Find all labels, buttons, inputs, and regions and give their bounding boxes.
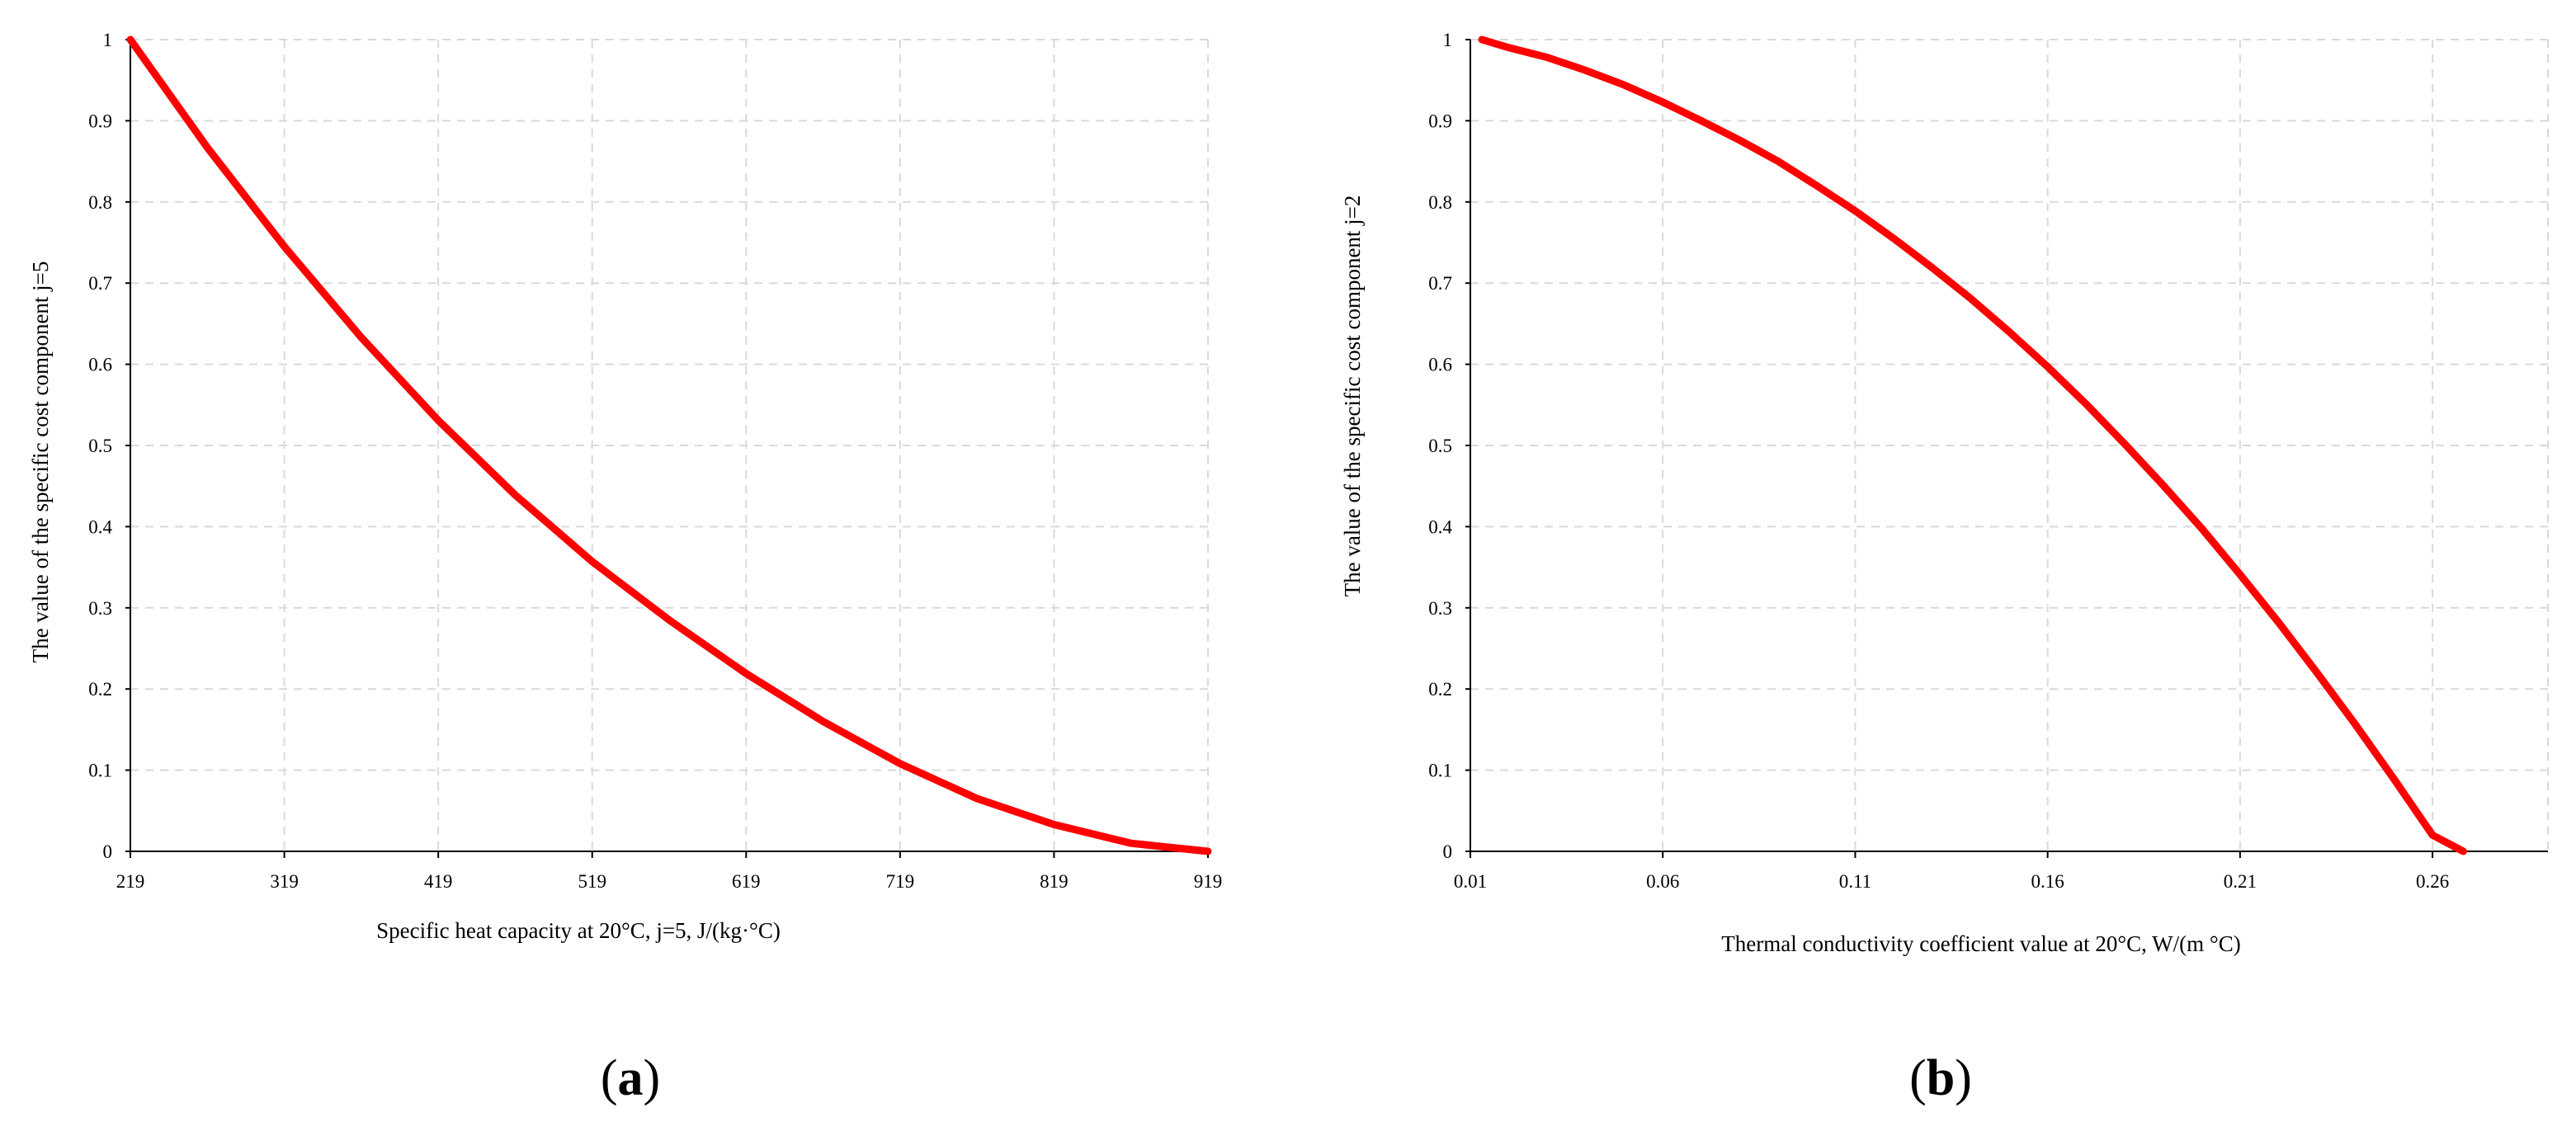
y-tick-label: 0.3 [88, 598, 112, 619]
chart-panel-b: 0 0.1 0.2 0.3 0.4 0.5 0.6 0.7 0.8 0.9 1 0.01 0.06 0.1… [1340, 30, 2549, 1106]
panel-label-letter: a [618, 1050, 644, 1106]
panel-label-open: ( [601, 1050, 618, 1106]
x-tick-label: 0.26 [2416, 871, 2449, 892]
x-axis-label: Thermal conductivity coefficient value a… [1721, 931, 2240, 956]
chart-panel-a: 0 0.1 0.2 0.3 0.4 0.5 0.6 0.7 0.8 0.9 1 219 319 419 51… [28, 30, 1222, 1106]
y-tick-label: 0.1 [88, 761, 112, 781]
panel-label: (a) [601, 1050, 660, 1106]
x-tick-label: 0.11 [1839, 871, 1871, 892]
y-tick-label: 0.1 [1428, 761, 1452, 781]
y-tick-label: 0.6 [1428, 355, 1452, 375]
y-tick-label: 0.9 [88, 111, 112, 131]
y-tick-label: 0.9 [1428, 111, 1452, 131]
panel-label-letter: b [1927, 1050, 1955, 1106]
y-tick-label: 0.4 [1428, 516, 1452, 537]
x-tick-label: 0.01 [1454, 871, 1487, 892]
x-axis-label: Specific heat capacity at 20°C, j=5, J/(… [376, 918, 781, 943]
x-tick-label: 219 [116, 871, 145, 892]
y-tick-label: 0.7 [88, 273, 112, 294]
y-tick-label: 0.8 [88, 192, 112, 213]
x-tick-label: 919 [1194, 871, 1223, 892]
panel-label-close: ) [1955, 1050, 1972, 1106]
panel-label: (b) [1909, 1050, 1972, 1106]
x-tick-label: 619 [732, 871, 761, 892]
y-tick-label: 0.4 [88, 516, 112, 537]
panel-label-close: ) [644, 1050, 661, 1106]
series-line [126, 35, 1212, 855]
x-tick-label: 319 [270, 871, 299, 892]
y-tick-label: 0.5 [1428, 436, 1452, 456]
y-tick-label: 0.3 [1428, 598, 1452, 619]
y-tick-label: 0.6 [88, 355, 112, 375]
y-axis-label: The value of the specific cost component… [1340, 196, 1365, 597]
y-tick-label: 0.5 [88, 436, 112, 456]
x-tick-label: 0.21 [2224, 871, 2257, 892]
y-tick-label: 0.8 [1428, 192, 1452, 213]
x-tick-label: 0.16 [2031, 871, 2064, 892]
x-tick-label: 819 [1040, 871, 1069, 892]
x-tick-label: 719 [886, 871, 915, 892]
y-tick-label: 0.7 [1428, 273, 1452, 294]
y-tick-label: 0.2 [88, 679, 112, 700]
x-tick-label: 519 [578, 871, 606, 892]
panel-label-open: ( [1909, 1050, 1927, 1106]
y-axis-label: The value of the specific cost component… [28, 262, 53, 663]
y-tick-label: 0 [1443, 841, 1453, 862]
x-tick-label: 0.06 [1646, 871, 1679, 892]
y-tick-label: 1 [1443, 30, 1453, 50]
y-tick-label: 0 [103, 841, 113, 862]
y-tick-label: 1 [103, 30, 113, 50]
series-line [1478, 35, 2467, 855]
x-tick-label: 419 [424, 871, 453, 892]
y-tick-label: 0.2 [1428, 679, 1452, 700]
